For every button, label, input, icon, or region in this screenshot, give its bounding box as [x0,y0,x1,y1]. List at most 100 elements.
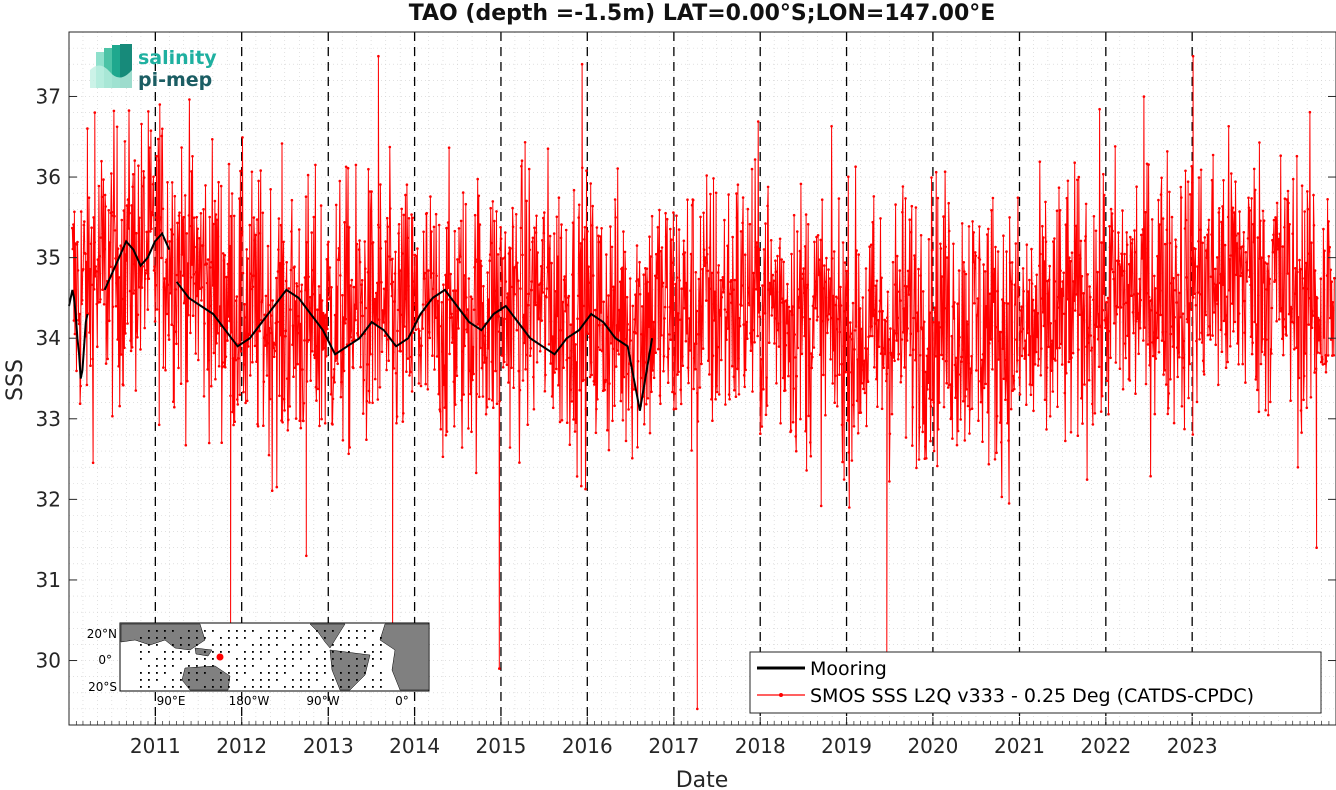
smos-point [1234,180,1237,183]
chart-title: TAO (depth =-1.5m) LAT=0.00°S;LON=147.00… [409,1,996,26]
smos-point [912,316,916,320]
smos-point [1217,211,1221,214]
smos-point [906,269,910,273]
smos-point [109,265,112,269]
smos-point [1287,312,1291,316]
smos-point [1210,178,1214,182]
smos-point [1309,396,1313,399]
smos-point [787,374,790,378]
map-station [148,672,150,674]
smos-point [155,154,158,158]
smos-point [658,208,661,212]
map-station [340,686,342,688]
smos-point [239,350,243,353]
smos-point [392,367,396,370]
smos-point [1264,408,1267,412]
smos-point [532,375,535,379]
smos-point [1307,323,1311,326]
smos-point [574,343,577,346]
smos-point [144,269,148,272]
smos-point [1100,394,1104,398]
smos-point [503,360,506,364]
smos-point [1121,209,1124,212]
smos-point [686,198,689,201]
smos-point [1173,315,1176,319]
smos-point [770,314,774,317]
mooring-line [103,231,171,291]
smos-point [760,425,764,428]
smos-point [593,380,597,384]
smos-point [565,421,569,425]
smos-point [1011,389,1014,393]
smos-point [1262,281,1265,284]
smos-point [1157,198,1160,202]
smos-point [796,230,799,233]
smos-point [762,388,765,391]
smos-point [267,453,271,457]
smos-point [560,223,563,226]
smos-point [1074,224,1078,228]
smos-point [1018,376,1021,379]
smos-point [1081,313,1085,316]
smos-point [1196,265,1199,268]
smos-point [456,309,460,313]
smos-point [417,327,420,331]
smos-point [426,388,430,391]
smos-point [937,428,940,431]
smos-point [678,318,682,322]
smos-point [540,319,543,322]
smos-point [274,343,277,346]
smos-point [78,312,81,316]
smos-point [611,347,615,351]
smos-point [1125,243,1129,247]
smos-point [833,401,836,405]
smos-point [871,314,875,318]
smos-point [355,307,358,310]
smos-point [501,257,505,260]
smos-point [1183,427,1186,431]
map-station [324,672,326,674]
map-station [308,679,310,681]
smos-point [747,286,750,290]
map-station [140,651,142,653]
smos-point [1229,254,1233,257]
smos-point [1291,177,1295,181]
smos-point [400,207,404,211]
smos-point [1019,330,1022,333]
smos-point [831,382,834,385]
smos-point [1166,150,1169,153]
smos-point [462,274,466,277]
smos-point [1254,378,1258,381]
smos-point [273,349,277,353]
smos-point [221,361,224,364]
map-station [380,637,382,639]
map-station [252,686,254,688]
map-station [196,644,198,646]
smos-point [110,214,114,217]
smos-point [941,330,944,334]
map-station [308,672,310,674]
smos-point [802,291,806,295]
smos-point [901,210,904,214]
smos-point [984,382,987,386]
map-landmass [194,647,213,657]
map-station [324,630,326,632]
smos-point [613,198,617,201]
smos-point [648,431,652,435]
map-station [284,658,286,660]
smos-point [993,458,997,461]
smos-point [714,397,717,401]
smos-point [1048,264,1051,268]
smos-point [1147,163,1150,166]
smos-point [589,182,592,185]
smos-point [940,275,944,278]
smos-point [131,185,134,189]
smos-point [600,227,603,230]
smos-point [577,203,581,207]
smos-point [1169,378,1172,381]
smos-point [1299,409,1303,412]
smos-point [505,363,509,367]
smos-point [72,319,76,322]
smos-point [119,244,122,247]
smos-point [1233,320,1237,324]
